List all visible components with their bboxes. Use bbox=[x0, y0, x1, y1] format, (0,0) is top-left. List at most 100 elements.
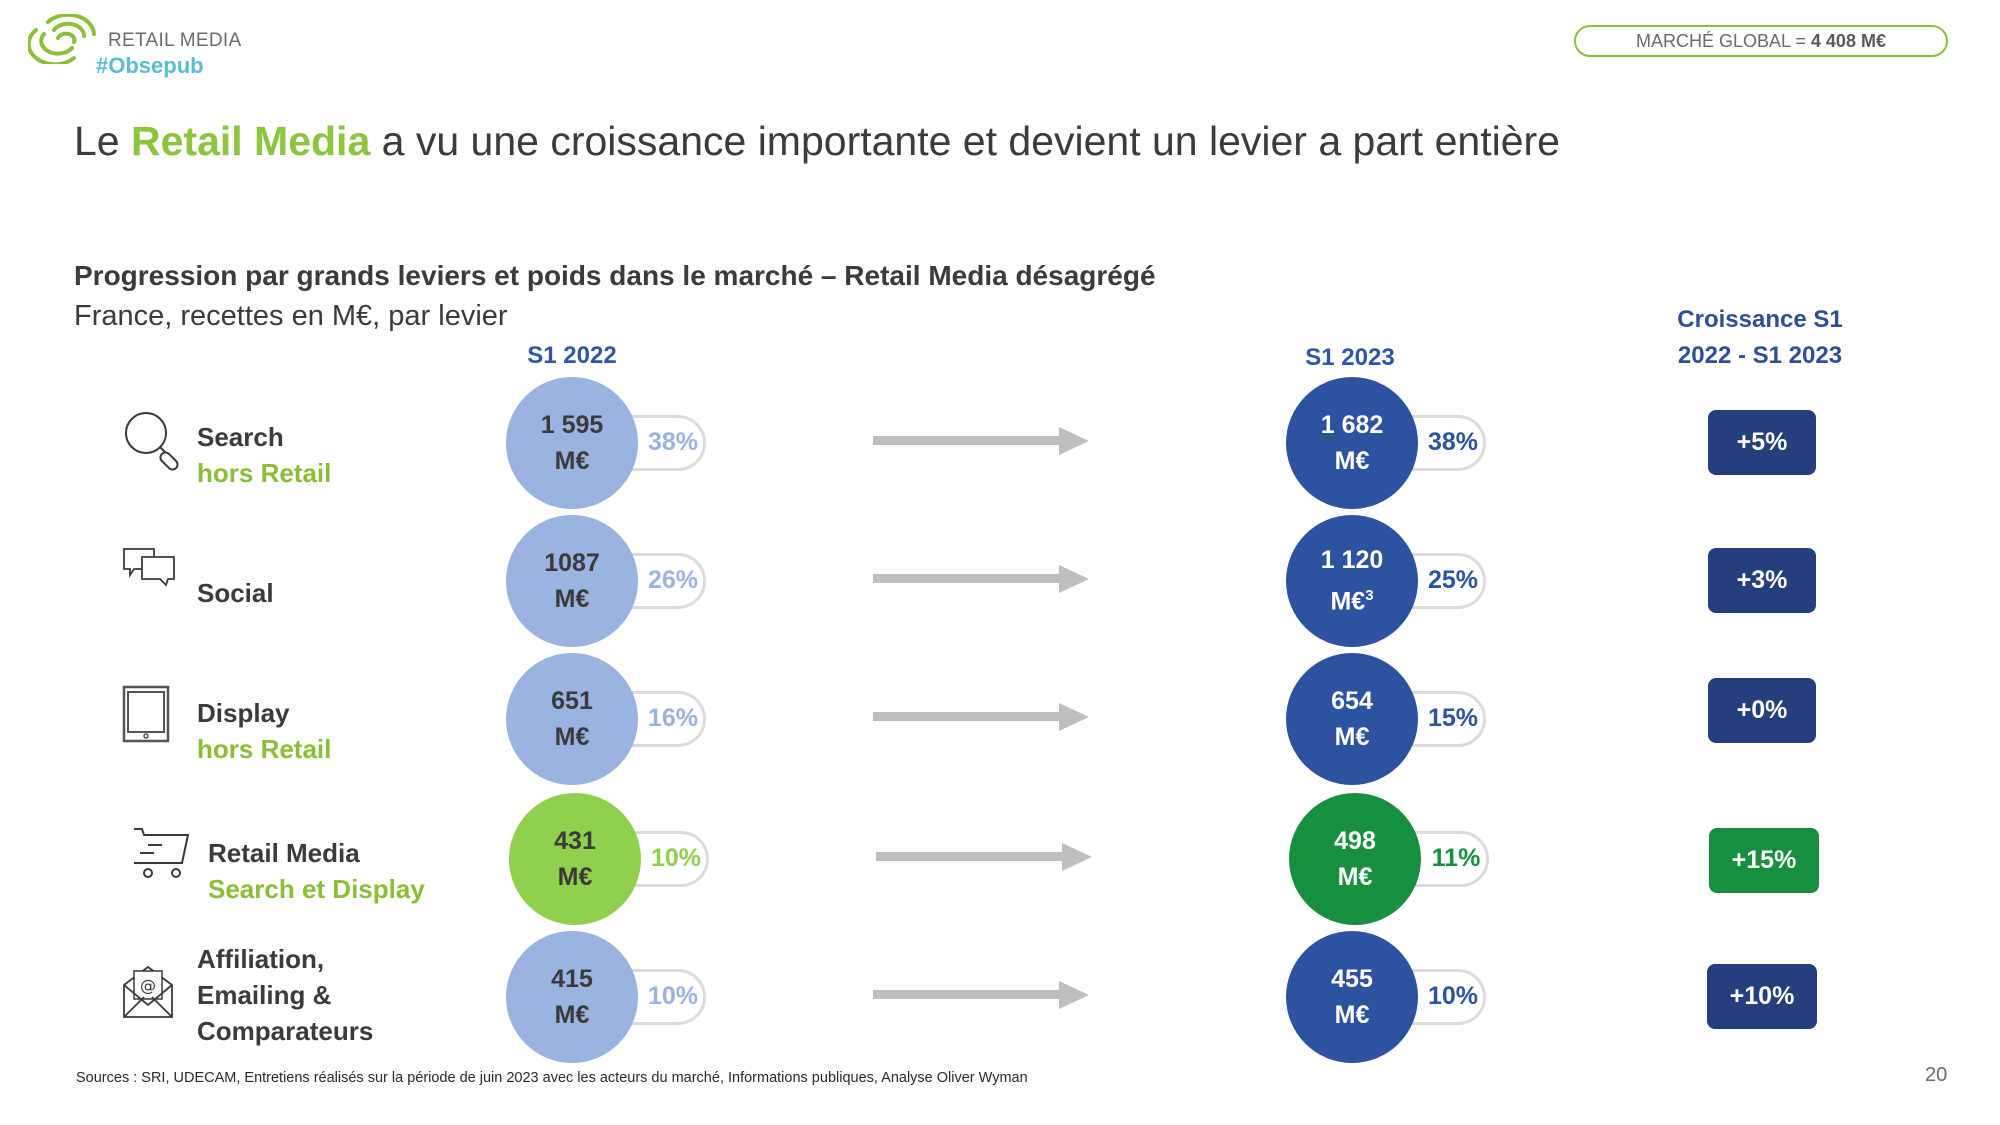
unit-2022: M€ bbox=[554, 723, 590, 751]
unit-2022: M€ bbox=[554, 1001, 590, 1029]
share-2022: 10% bbox=[647, 982, 699, 1010]
share-2022: 26% bbox=[647, 566, 699, 594]
share-2022: 16% bbox=[647, 704, 699, 732]
value-2022: 1087 bbox=[544, 549, 600, 577]
value-circle-2023: 498 M€ bbox=[1289, 793, 1421, 925]
chat-bubbles-icon-glyph bbox=[123, 548, 175, 587]
unit-2022: M€ bbox=[554, 585, 590, 613]
value-circle-2022: 651 M€ bbox=[506, 653, 638, 785]
value-circle-2022: 415 M€ bbox=[506, 931, 638, 1063]
email-envelope-icon-glyph: @ bbox=[123, 965, 173, 1018]
lever-name-line: Comparateurs bbox=[197, 1016, 374, 1046]
progression-arrow-icon bbox=[876, 841, 1092, 878]
growth-badge: +15% bbox=[1709, 828, 1819, 893]
share-2023: 11% bbox=[1431, 844, 1481, 872]
unit-2023-text: M€ bbox=[1337, 863, 1373, 891]
growth-badge: +3% bbox=[1708, 548, 1816, 613]
shopping-cart-icon-glyph bbox=[134, 828, 190, 878]
share-2023: 15% bbox=[1427, 704, 1479, 732]
value-2022: 651 bbox=[551, 687, 593, 715]
growth-badge: +0% bbox=[1708, 678, 1816, 743]
value-2022: 415 bbox=[551, 965, 593, 993]
unit-2023-text: M€ bbox=[1334, 1001, 1370, 1029]
unit-2023: M€ bbox=[1335, 719, 1370, 755]
value-2023: 654 bbox=[1331, 687, 1373, 715]
progression-arrow-icon bbox=[873, 425, 1089, 462]
page-number: 20 bbox=[1925, 1064, 1948, 1086]
lever-name: Search bbox=[197, 422, 284, 452]
title-rest: a vu une croissance importante et devien… bbox=[381, 118, 1560, 164]
unit-2023: M€ bbox=[1338, 859, 1373, 895]
value-circle-2023: 654 M€ bbox=[1286, 653, 1418, 785]
growth-badge: +10% bbox=[1707, 964, 1817, 1029]
chart-subtitle: France, recettes en M€, par levier bbox=[74, 300, 508, 332]
share-2022: 10% bbox=[650, 844, 702, 872]
progression-arrow-icon bbox=[873, 701, 1089, 738]
value-circle-2022: 1087 M€ bbox=[506, 515, 638, 647]
value-2022: 1 595 bbox=[540, 411, 604, 439]
lever-label: Search hors Retail bbox=[197, 419, 331, 491]
search-icon-glyph bbox=[125, 412, 179, 471]
obsepub-logo-icon bbox=[28, 14, 96, 64]
lever-label: Affiliation, Emailing & Comparateurs bbox=[197, 941, 373, 1049]
lever-subname: hors Retail bbox=[197, 734, 332, 764]
chat-bubbles-icon bbox=[122, 547, 178, 596]
unit-2023: M€ bbox=[1335, 997, 1370, 1033]
lever-name: Social bbox=[197, 578, 274, 608]
value-2022: 431 bbox=[554, 827, 596, 855]
share-2023: 38% bbox=[1427, 428, 1479, 456]
growth-header-line1: Croissance S1 bbox=[1677, 306, 1843, 333]
lever-subname: hors Retail bbox=[197, 458, 332, 488]
chart-title: Progression par grands leviers et poids … bbox=[74, 260, 1156, 291]
value-circle-2023: 1 682 M€ bbox=[1286, 377, 1418, 509]
column-header-s1-2023: S1 2023 bbox=[1305, 344, 1395, 371]
unit-2023: M€3 bbox=[1330, 578, 1373, 619]
email-envelope-icon: @ bbox=[122, 963, 174, 1024]
column-header-growth: Croissance S1 2022 - S1 2023 bbox=[1620, 302, 1900, 374]
page-title: Le Retail Media a vu une croissance impo… bbox=[74, 118, 1560, 165]
unit-2023-text: M€ bbox=[1334, 723, 1370, 751]
value-circle-2022: 431 M€ bbox=[509, 793, 641, 925]
brand-hashtag: #Obsepub bbox=[96, 53, 204, 78]
share-2022: 38% bbox=[647, 428, 699, 456]
unit-2022: M€ bbox=[557, 863, 593, 891]
value-circle-2022: 1 595 M€ bbox=[506, 377, 638, 509]
lever-label: Display hors Retail bbox=[197, 695, 331, 767]
unit-2022: M€ bbox=[554, 447, 590, 475]
share-2023: 10% bbox=[1427, 982, 1479, 1010]
growth-badge: +5% bbox=[1708, 410, 1816, 475]
market-total-badge: MARCHÉ GLOBAL = 4 408 M€ bbox=[1574, 25, 1948, 57]
lever-subname: Search et Display bbox=[208, 874, 425, 904]
share-2023: 25% bbox=[1427, 566, 1479, 594]
value-circle-2023: 455 M€ bbox=[1286, 931, 1418, 1063]
progression-arrow-icon bbox=[873, 563, 1089, 600]
search-icon bbox=[122, 409, 186, 478]
lever-label: Retail Media Search et Display bbox=[208, 835, 425, 907]
shopping-cart-icon bbox=[132, 825, 192, 886]
lever-name-line: Emailing & bbox=[197, 980, 332, 1010]
value-2023: 455 bbox=[1331, 965, 1373, 993]
unit-2023-text: M€ bbox=[1334, 447, 1370, 475]
value-2023: 1 120 bbox=[1320, 546, 1384, 575]
value-2023: 498 bbox=[1334, 827, 1376, 855]
column-header-s1-2022: S1 2022 bbox=[527, 342, 617, 369]
tablet-icon-glyph bbox=[122, 685, 170, 743]
footnote-marker: 3 bbox=[1365, 587, 1374, 605]
progression-arrow-icon bbox=[873, 979, 1089, 1016]
growth-header-line2: 2022 - S1 2023 bbox=[1677, 342, 1843, 369]
lever-name: Display bbox=[197, 698, 290, 728]
market-label: MARCHÉ GLOBAL = bbox=[1636, 30, 1806, 51]
sources-footnote: Sources : SRI, UDECAM, Entretiens réalis… bbox=[76, 1070, 1028, 1086]
title-prefix: Le bbox=[74, 118, 120, 164]
unit-2023-text: M€ bbox=[1330, 587, 1366, 616]
tablet-icon bbox=[122, 685, 170, 748]
market-value: 4 408 M€ bbox=[1810, 30, 1886, 51]
title-highlight: Retail Media bbox=[131, 118, 371, 164]
value-2023: 1 682 bbox=[1320, 411, 1384, 439]
brand-title: RETAIL MEDIA bbox=[108, 30, 242, 51]
lever-name-line: Affiliation, bbox=[197, 944, 325, 974]
value-circle-2023: 1 120 M€3 bbox=[1286, 515, 1418, 647]
svg-text:@: @ bbox=[140, 976, 156, 995]
lever-label: Social bbox=[197, 575, 274, 611]
unit-2023: M€ bbox=[1335, 443, 1370, 479]
